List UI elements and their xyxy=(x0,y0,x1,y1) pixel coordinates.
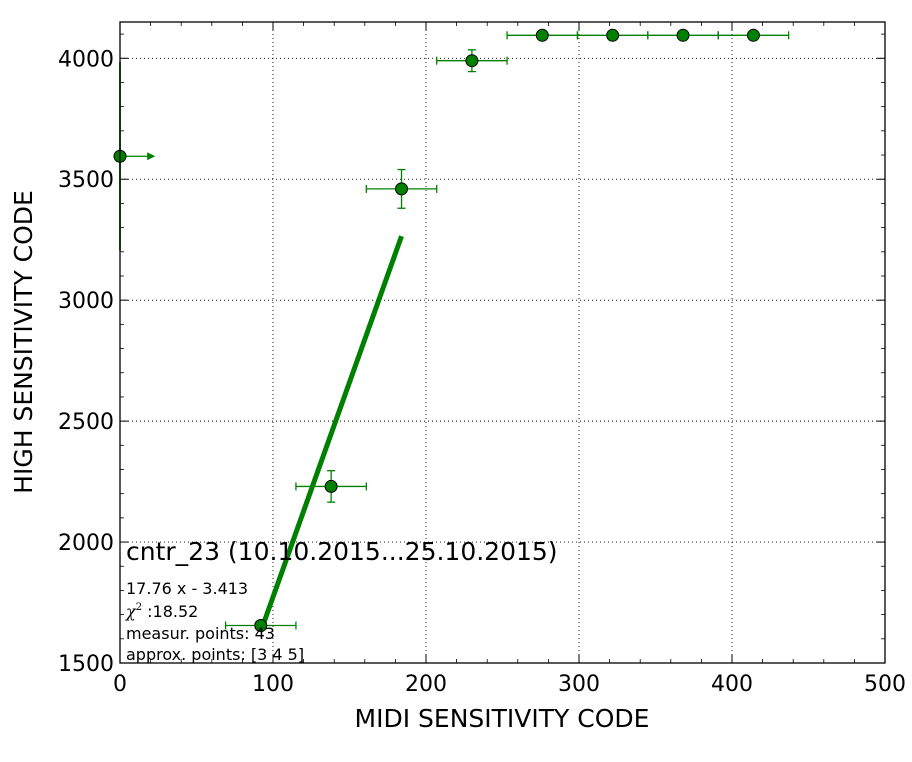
y-tick-label: 2500 xyxy=(58,410,114,435)
data-point xyxy=(506,28,579,42)
data-marker xyxy=(606,28,620,42)
x-error-arrow xyxy=(147,152,156,161)
y-tick-label: 1500 xyxy=(58,652,114,677)
data-point xyxy=(647,28,719,42)
y-tick-label: 4000 xyxy=(58,47,114,72)
data-point xyxy=(295,470,367,503)
data-point xyxy=(224,619,297,633)
data-point xyxy=(436,49,508,73)
chi-symbol: χ xyxy=(125,602,137,621)
x-axis-label: MIDI SENSITIVITY CODE xyxy=(355,704,650,733)
fit-annotation: cntr_23 (10.10.2015...25.10.2015) 17.76 … xyxy=(125,537,558,664)
x-tick-label: 400 xyxy=(711,672,753,697)
data-marker xyxy=(395,182,409,196)
data-marker xyxy=(465,54,479,68)
minor-ticks xyxy=(120,22,885,663)
x-tick-label: 100 xyxy=(252,672,294,697)
data-marker xyxy=(746,28,760,42)
annotation-equation: 17.76 x - 3.413 xyxy=(126,579,248,598)
major-ticks xyxy=(119,22,886,664)
plot-frame xyxy=(119,21,886,664)
annotation-chi-square: χ2 :18.52 xyxy=(125,602,198,621)
data-points xyxy=(113,28,790,633)
tick-labels: 0 100 200 300 400 500 1500 2000 2500 3000 3500 4000 xyxy=(58,47,906,697)
chi-power: 2 xyxy=(136,602,142,613)
y-tick-label: 3500 xyxy=(58,168,114,193)
data-marker xyxy=(676,28,690,42)
x-tick-label: 0 xyxy=(113,672,127,697)
data-point xyxy=(576,28,649,42)
x-tick-label: 200 xyxy=(405,672,447,697)
data-marker xyxy=(324,479,338,493)
x-tick-label: 300 xyxy=(558,672,600,697)
fit-line-group xyxy=(258,235,404,633)
x-tick-label: 500 xyxy=(864,672,906,697)
annotation-measur-points: measur. points: 43 xyxy=(126,624,275,643)
y-tick-label: 2000 xyxy=(58,531,114,556)
data-point xyxy=(717,28,790,42)
y-axis-label: HIGH SENSITIVITY CODE xyxy=(9,190,38,494)
grid xyxy=(120,22,885,663)
data-marker xyxy=(254,619,268,633)
chi-value: :18.52 xyxy=(142,602,198,621)
y-tick-label: 3000 xyxy=(58,289,114,314)
data-marker xyxy=(535,28,549,42)
fit-line xyxy=(258,235,404,633)
annotation-title: cntr_23 (10.10.2015...25.10.2015) xyxy=(126,537,558,566)
annotation-approx-points: approx. points: [3 4 5] xyxy=(126,645,304,664)
data-point xyxy=(365,168,438,209)
